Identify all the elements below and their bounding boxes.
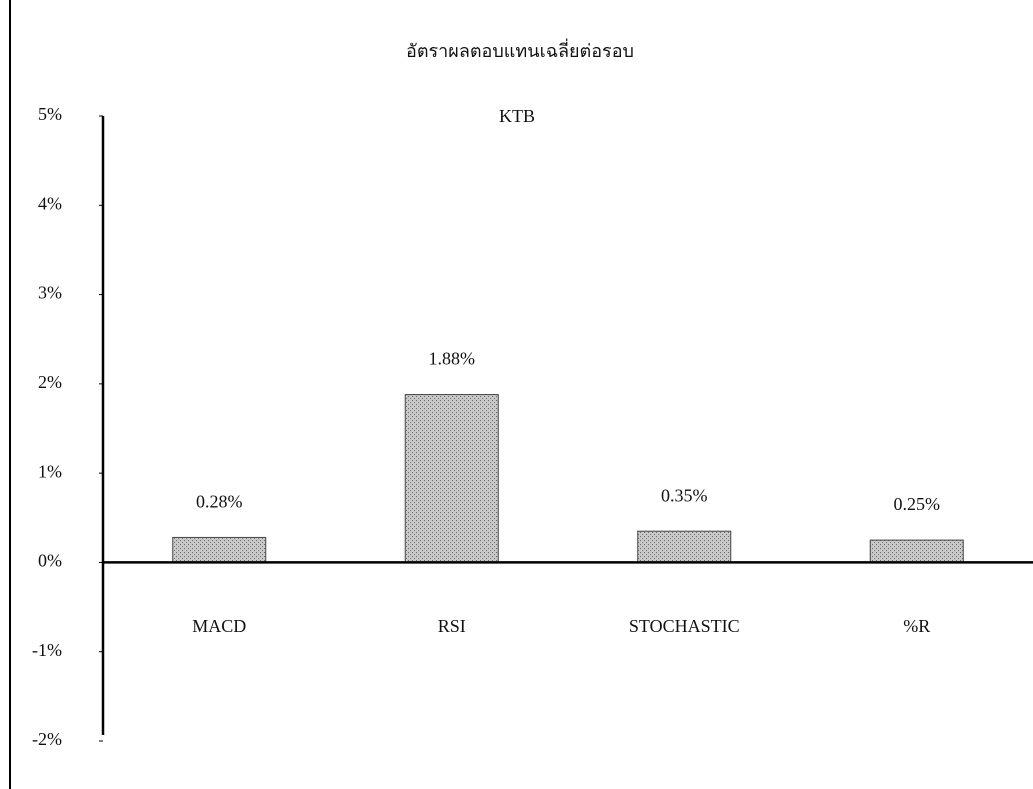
bar bbox=[404, 394, 499, 563]
y-tick-label: 4% bbox=[38, 193, 62, 213]
x-tick-label: RSI bbox=[438, 616, 466, 636]
x-tick-label: STOCHASTIC bbox=[629, 616, 740, 636]
y-tick-label: 3% bbox=[38, 283, 62, 303]
value-label: 0.28% bbox=[196, 492, 243, 512]
value-label: 0.35% bbox=[661, 485, 708, 505]
y-tick-label: 1% bbox=[38, 461, 62, 481]
y-tick-label: 5% bbox=[38, 104, 62, 124]
y-tick-label: -2% bbox=[32, 729, 62, 749]
x-tick-label: MACD bbox=[192, 616, 246, 636]
y-tick-label: 2% bbox=[38, 372, 62, 392]
chart-subtitle: KTB bbox=[499, 106, 535, 126]
chart-title: อัตราผลตอบแทนเฉลี่ยต่อรอบ bbox=[406, 38, 634, 61]
y-tick-label: -1% bbox=[32, 640, 62, 660]
x-tick-label: %R bbox=[903, 616, 930, 636]
bar bbox=[172, 536, 267, 563]
value-label: 0.25% bbox=[894, 494, 941, 514]
value-label: 1.88% bbox=[429, 349, 476, 369]
bar bbox=[869, 539, 964, 563]
bar bbox=[637, 530, 732, 563]
y-tick-label: 0% bbox=[38, 551, 62, 571]
